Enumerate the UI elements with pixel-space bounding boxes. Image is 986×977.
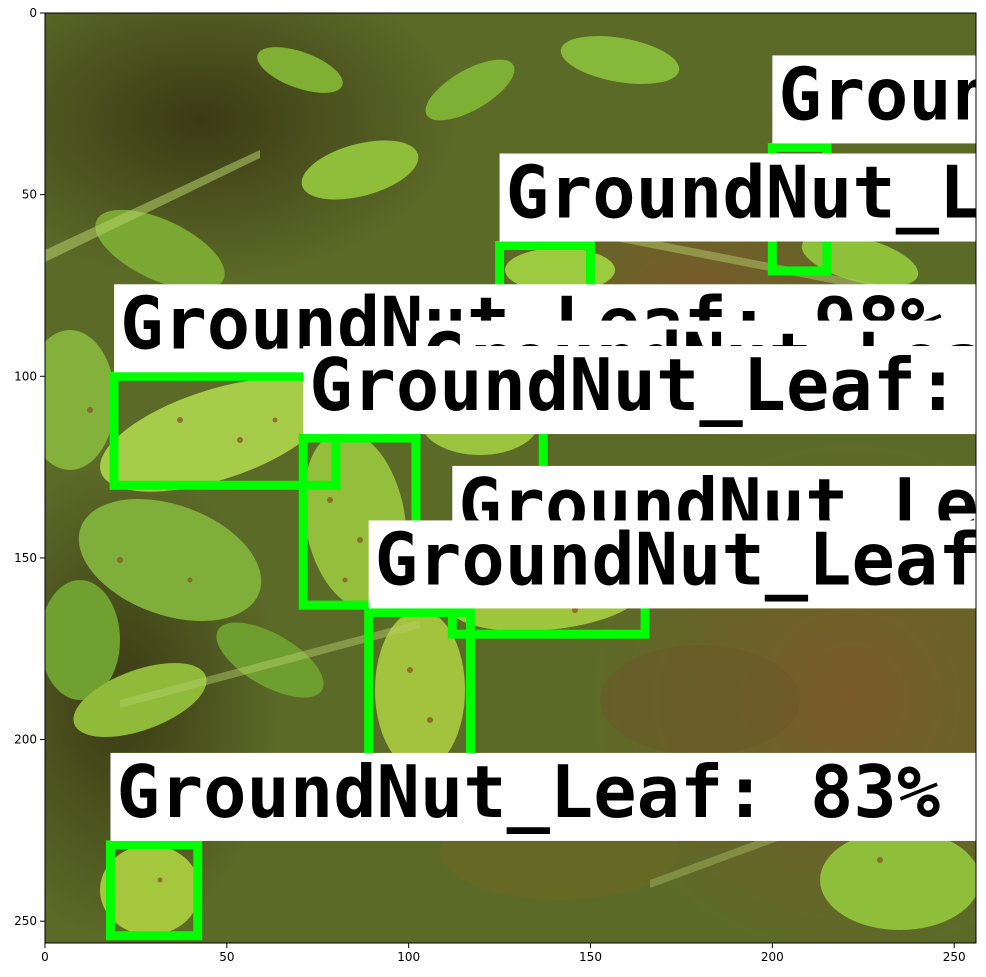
plot-frame xyxy=(44,12,977,944)
detection-label-bg xyxy=(368,520,976,609)
detection-labels: GroundNut_Leaf: 83% GroundNut_Leaf: 8 Grou… xyxy=(110,52,986,841)
x-axis-ticks: 0 50 100 150 200 250 xyxy=(41,943,966,964)
y-tick-label: 150 xyxy=(14,551,37,565)
detection-label: GroundNut_Leaf: 9 xyxy=(368,517,986,609)
detection-label: GroundNut_Leaf: 8 xyxy=(499,151,986,242)
x-tick-label: 200 xyxy=(761,950,784,964)
detection-label-bg xyxy=(303,346,976,435)
detection-label-text: GroundNut_Leaf: 83% xyxy=(778,52,986,136)
detection-label: GroundNut_Leaf: 9 xyxy=(303,343,986,435)
y-tick-label: 50 xyxy=(22,188,37,202)
y-tick-label: 100 xyxy=(14,369,37,383)
x-tick-label: 50 xyxy=(219,950,234,964)
detection-label-text: GroundNut_Leaf: 9 xyxy=(309,343,986,427)
y-tick-label: 0 xyxy=(29,6,37,20)
detection-label-text: GroundNut_Leaf: 83% xyxy=(116,750,940,834)
detection-label-bg xyxy=(772,55,976,144)
x-tick-label: 250 xyxy=(943,950,966,964)
detection-label-text: GroundNut_Leaf: 8 xyxy=(506,151,986,235)
y-tick-label: 250 xyxy=(14,914,37,928)
x-tick-label: 150 xyxy=(579,950,602,964)
detection-box xyxy=(105,840,203,941)
x-tick-label: 100 xyxy=(397,950,420,964)
detection-label: GroundNut_Leaf: 83% xyxy=(110,750,976,841)
detection-label-bg xyxy=(110,752,976,841)
detection-label: GroundNut_Leaf: 83% xyxy=(772,52,986,144)
detection-label-text: GroundNut_Leaf: 9 xyxy=(375,517,986,601)
detection-label-bg xyxy=(499,153,976,242)
y-tick-label: 200 xyxy=(14,733,37,747)
x-tick-label: 0 xyxy=(41,950,49,964)
y-axis-ticks: 0 50 100 150 200 250 xyxy=(14,6,45,928)
